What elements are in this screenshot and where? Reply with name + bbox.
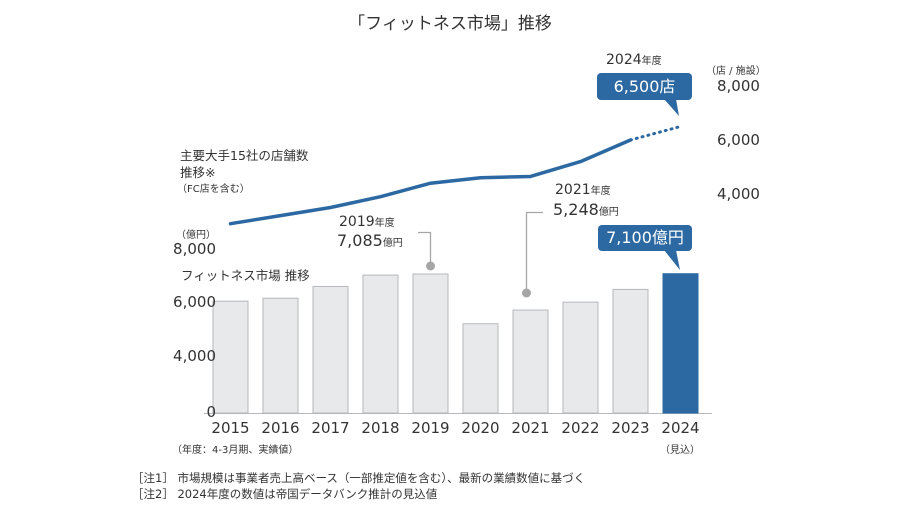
annotation-2021-leader bbox=[525, 211, 543, 293]
chart-title: 「フィットネス市場」推移 bbox=[348, 14, 552, 34]
x-axis-label-2017: 2017 bbox=[311, 419, 350, 437]
left-axis-tick: 6,000 bbox=[173, 293, 216, 311]
bar-2017 bbox=[312, 285, 349, 414]
callout-stores-tail bbox=[664, 99, 679, 116]
right-axis-tick: 4,000 bbox=[717, 185, 760, 203]
x-axis-label-2023: 2023 bbox=[611, 419, 650, 437]
bar-2024 bbox=[662, 273, 699, 414]
left-axis-tick: 4,000 bbox=[173, 347, 216, 365]
bar-2022 bbox=[562, 301, 599, 414]
right-axis-tick: 8,000 bbox=[717, 77, 760, 95]
x-axis-label-2020: 2020 bbox=[461, 419, 500, 437]
callout-stores-2024: 6,500店 bbox=[597, 73, 692, 100]
footnote-2: ［注2］ 2024年度の数値は帝国データバンク推計の見込値 bbox=[132, 487, 438, 501]
right-axis-tick: 6,000 bbox=[717, 131, 760, 149]
bar-2015 bbox=[212, 300, 249, 414]
bar-2023 bbox=[612, 288, 649, 414]
annotation-2021-year: 2021年度 bbox=[555, 182, 611, 198]
annotation-2019-dot bbox=[426, 261, 435, 271]
x-axis-label-2016: 2016 bbox=[261, 419, 300, 437]
callout-market-2024: 7,100億円 bbox=[598, 225, 692, 251]
x-axis-note: （年度：4-3月期、実績値） bbox=[172, 445, 299, 456]
x-axis-label-2024: 2024 bbox=[661, 419, 700, 437]
footnote-1: ［注1］ 市場規模は事業者売上高ベース（一部推定値を含む）、最新の業績数値に基づ… bbox=[132, 471, 586, 485]
annotation-2019-value: 7,085億円 bbox=[337, 231, 403, 250]
left-axis-unit: （億円） bbox=[176, 230, 216, 241]
store-count-line-projected bbox=[629, 125, 682, 142]
bar-2020 bbox=[462, 323, 499, 414]
annotation-2021-value: 5,248億円 bbox=[553, 200, 619, 219]
annotation-2019-leader bbox=[418, 231, 432, 266]
x-axis-label-2022: 2022 bbox=[561, 419, 600, 437]
callout-market-tail bbox=[664, 250, 680, 270]
left-axis-tick: 0 bbox=[206, 403, 216, 421]
x-axis-label-2019: 2019 bbox=[411, 419, 450, 437]
x-axis-label-2015: 2015 bbox=[211, 419, 250, 437]
x-sublabel-2024: （見込） bbox=[660, 445, 700, 456]
x-axis-label-2018: 2018 bbox=[361, 419, 400, 437]
bar-2016 bbox=[262, 297, 299, 414]
callout-line-year: 2024年度 bbox=[606, 52, 662, 68]
right-axis-unit: （店 / 施設） bbox=[706, 66, 766, 77]
line-series-label-2: 推移※ bbox=[180, 165, 216, 180]
line-series-label: 主要大手15社の店舗数 bbox=[180, 148, 309, 163]
x-axis-label-2021: 2021 bbox=[511, 419, 550, 437]
left-axis-tick: 8,000 bbox=[173, 240, 216, 258]
annotation-2021-dot bbox=[522, 288, 531, 298]
bar-series-label: フィットネス市場 推移 bbox=[181, 268, 310, 283]
line-series-note: （FC店を含む） bbox=[177, 184, 250, 195]
bar-2019 bbox=[412, 273, 449, 414]
bar-2021 bbox=[512, 309, 549, 414]
annotation-2019-year: 2019年度 bbox=[339, 214, 395, 230]
bar-2018 bbox=[362, 274, 399, 414]
